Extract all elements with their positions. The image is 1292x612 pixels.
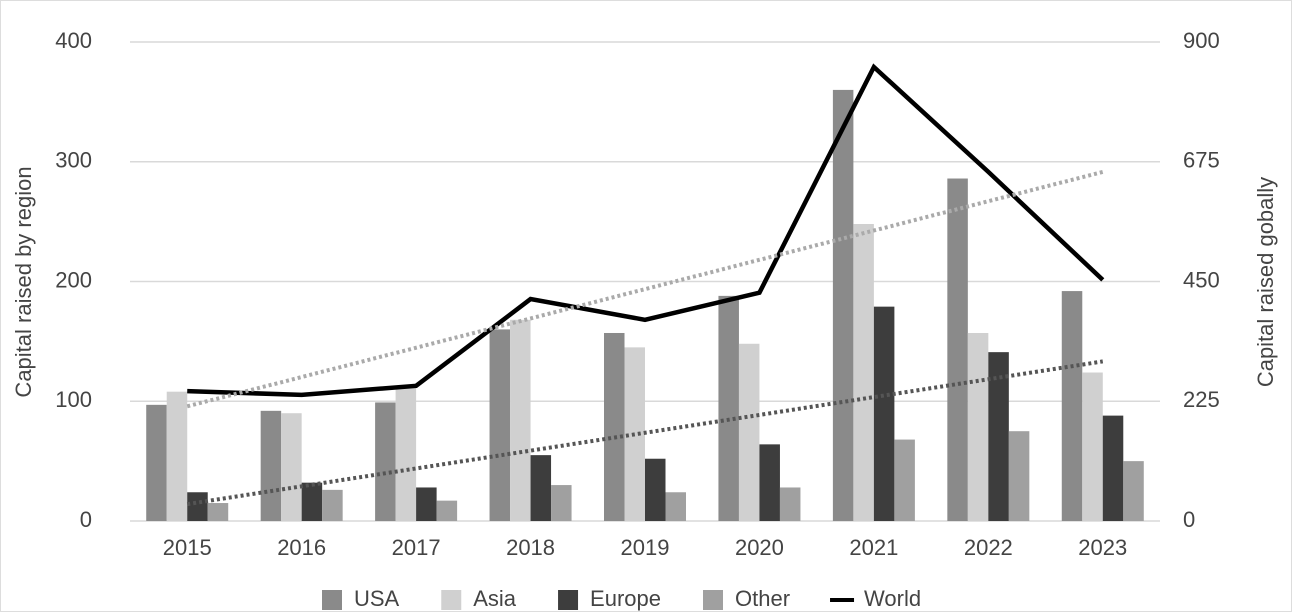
bar [1123,461,1144,521]
bar [759,444,780,521]
x-tick-label: 2021 [849,535,898,560]
bar [166,391,188,521]
x-tick-label: 2022 [964,535,1013,560]
legend-swatch [441,590,462,610]
y2-tick-label: 900 [1183,28,1220,53]
bar [301,482,323,521]
bar [416,487,437,521]
y2-tick-label: 675 [1183,148,1220,173]
x-tick-label: 2016 [277,535,326,560]
bar [489,329,511,521]
bar [322,489,343,521]
bar [260,410,282,521]
legend-label: Asia [473,586,517,611]
line [187,63,1105,398]
bar [375,402,396,521]
bar [1008,431,1030,521]
y-tick-label: 100 [55,387,92,412]
y-tick-label: 300 [55,148,92,173]
x-tick-label: 2019 [621,535,670,560]
bar [894,439,915,521]
bar [146,404,167,521]
y-tick-label: 0 [80,507,92,532]
bar [967,332,989,521]
bar [779,487,801,521]
bar [436,500,458,521]
y-tick-label: 200 [55,267,92,292]
y2-tick-label: 450 [1183,267,1220,292]
bar [645,458,666,521]
bar [604,332,625,521]
bar [718,295,739,521]
y2-tick-label: 0 [1183,507,1195,532]
legend-swatch [703,590,723,610]
x-tick-label: 2018 [506,535,555,560]
bar [510,319,531,521]
x-tick-label: 2015 [163,535,212,560]
bar [988,352,1009,521]
bar [551,485,572,521]
legend-label: USA [354,586,400,611]
x-tick-label: 2023 [1078,535,1127,560]
bar [1061,291,1083,521]
bar [1102,415,1124,521]
bar [207,503,229,521]
y2-tick-label: 225 [1183,387,1220,412]
trendline [186,169,1104,409]
bar [947,178,968,521]
trendline [186,359,1104,507]
legend-swatch [322,590,342,610]
bar [665,492,686,521]
bar [281,413,302,521]
bar [530,455,552,521]
bar [873,306,895,521]
legend-label: World [864,586,921,611]
bar [738,343,760,521]
bar [853,224,874,521]
bar [832,89,854,522]
legend-label: Europe [590,586,661,611]
bar [1082,372,1103,521]
bar [395,388,417,521]
bar [187,492,208,521]
y2-axis-title: Capital raised gobally [1253,177,1278,387]
y-tick-label: 400 [55,28,92,53]
y-axis-title: Capital raised by region [11,166,36,397]
legend-label: Other [735,586,790,611]
legend-swatch [558,590,579,610]
x-tick-label: 2020 [735,535,784,560]
x-tick-label: 2017 [392,535,441,560]
